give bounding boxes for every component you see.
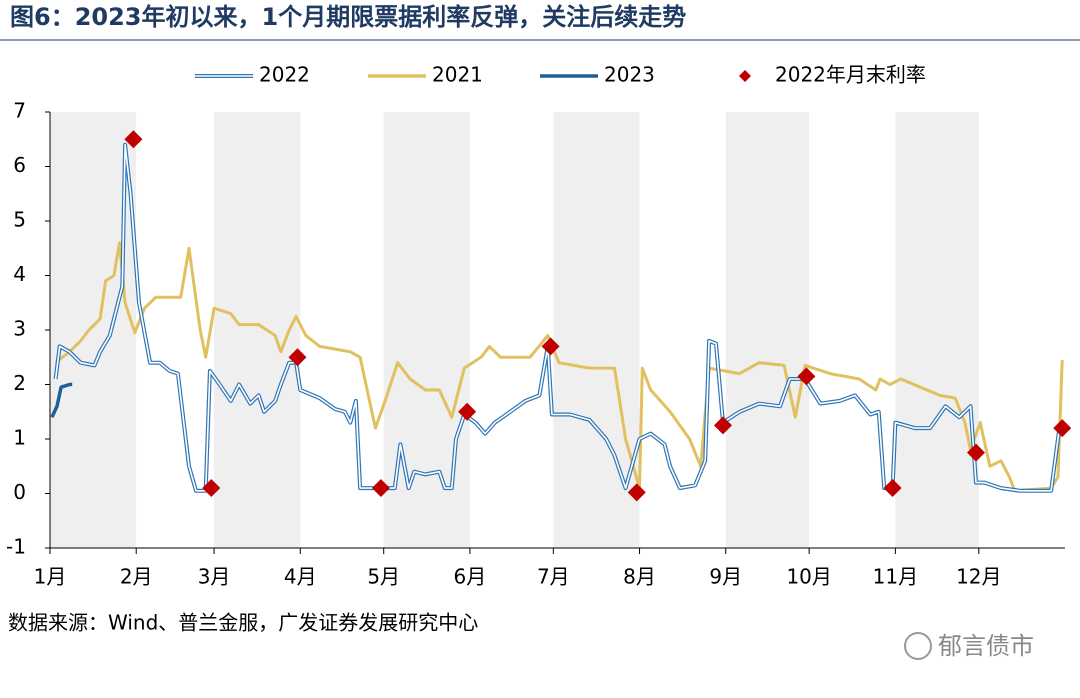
y-tick-label: 3 bbox=[13, 317, 26, 341]
legend-swatch bbox=[739, 70, 751, 82]
y-tick-label: 2 bbox=[13, 371, 26, 395]
x-tick-label: 5月 bbox=[367, 565, 400, 589]
legend-label: 2022 bbox=[259, 63, 310, 87]
marker bbox=[797, 367, 816, 386]
legend-label: 2022年月末利率 bbox=[775, 63, 926, 87]
month-shade bbox=[895, 112, 979, 548]
marker bbox=[1053, 419, 1072, 438]
y-tick-label: 4 bbox=[13, 262, 26, 286]
marker bbox=[627, 483, 646, 502]
y-tick-label: 6 bbox=[13, 153, 26, 177]
marker bbox=[883, 479, 902, 498]
chart-title: 图6：2023年初以来，1个月期限票据利率反弹，关注后续走势 bbox=[10, 3, 686, 31]
marker bbox=[713, 416, 732, 435]
watermark: 郁言债市 bbox=[938, 632, 1034, 660]
x-tick-label: 3月 bbox=[198, 565, 231, 589]
watermark-icon bbox=[904, 632, 932, 660]
y-tick-label: -1 bbox=[6, 535, 26, 559]
source: 数据来源：Wind、普兰金服，广发证券发展研究中心 bbox=[8, 611, 478, 635]
x-tick-label: 12月 bbox=[956, 565, 1001, 589]
legend-label: 2023 bbox=[604, 63, 655, 87]
y-tick-label: 7 bbox=[13, 99, 26, 123]
x-tick-label: 1月 bbox=[34, 565, 67, 589]
marker bbox=[202, 479, 221, 498]
y-tick-label: 5 bbox=[13, 208, 26, 232]
marker bbox=[124, 130, 143, 149]
x-tick-label: 6月 bbox=[454, 565, 487, 589]
y-tick-label: 1 bbox=[13, 426, 26, 450]
marker bbox=[967, 443, 986, 462]
line bbox=[54, 241, 1064, 493]
line bbox=[50, 382, 73, 418]
legend-label: 2021 bbox=[432, 63, 483, 87]
x-tick-label: 10月 bbox=[786, 565, 831, 589]
x-tick-label: 7月 bbox=[537, 565, 570, 589]
x-tick-label: 9月 bbox=[709, 565, 742, 589]
marker bbox=[458, 402, 477, 421]
x-tick-label: 2月 bbox=[120, 565, 153, 589]
x-tick-label: 4月 bbox=[284, 565, 317, 589]
x-tick-label: 8月 bbox=[623, 565, 656, 589]
month-shade bbox=[553, 112, 640, 548]
x-tick-label: 11月 bbox=[873, 565, 918, 589]
marker bbox=[371, 479, 390, 498]
marker bbox=[288, 348, 307, 367]
month-shade bbox=[725, 112, 810, 548]
y-tick-label: 0 bbox=[13, 480, 26, 504]
month-shade bbox=[214, 112, 301, 548]
marker bbox=[541, 337, 560, 356]
month-shade bbox=[50, 112, 137, 548]
